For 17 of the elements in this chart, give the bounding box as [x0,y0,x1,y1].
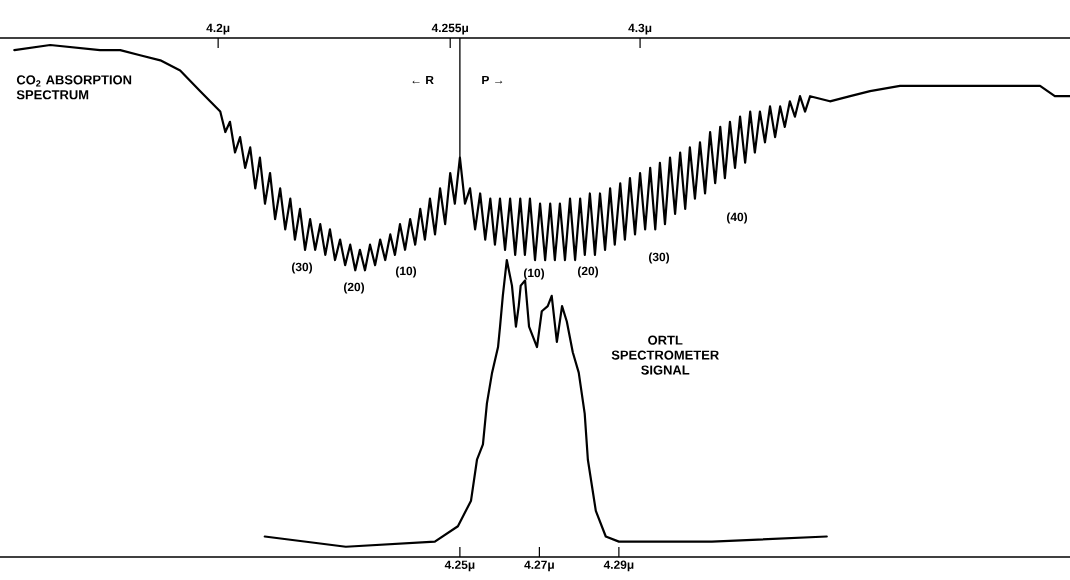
annotation: (20) [343,282,365,294]
annotation: P → [482,75,503,85]
series-label: CO$_{2}$ ABSORPTION SPECTRUM [16,75,132,100]
annotation: (10) [523,268,545,280]
annotation: (10) [395,266,417,278]
x-tick-label: 4.29μ [603,560,634,572]
x2-tick-label: 4.3μ [628,23,652,35]
x-tick-label: 4.25μ [444,560,475,572]
annotation: (30) [291,262,313,274]
text: ORTL SPECTROMETER SIGNAL [611,335,719,375]
x-tick-label: 4.27μ [524,560,554,572]
x2-tick-label: 4.255μ [431,23,469,35]
annotation: (20) [577,266,599,278]
x2-tick-label: 4.2μ [206,23,230,35]
annotation: (40) [726,212,748,224]
annotation: ← R [412,75,434,85]
annotation: (30) [648,252,670,264]
